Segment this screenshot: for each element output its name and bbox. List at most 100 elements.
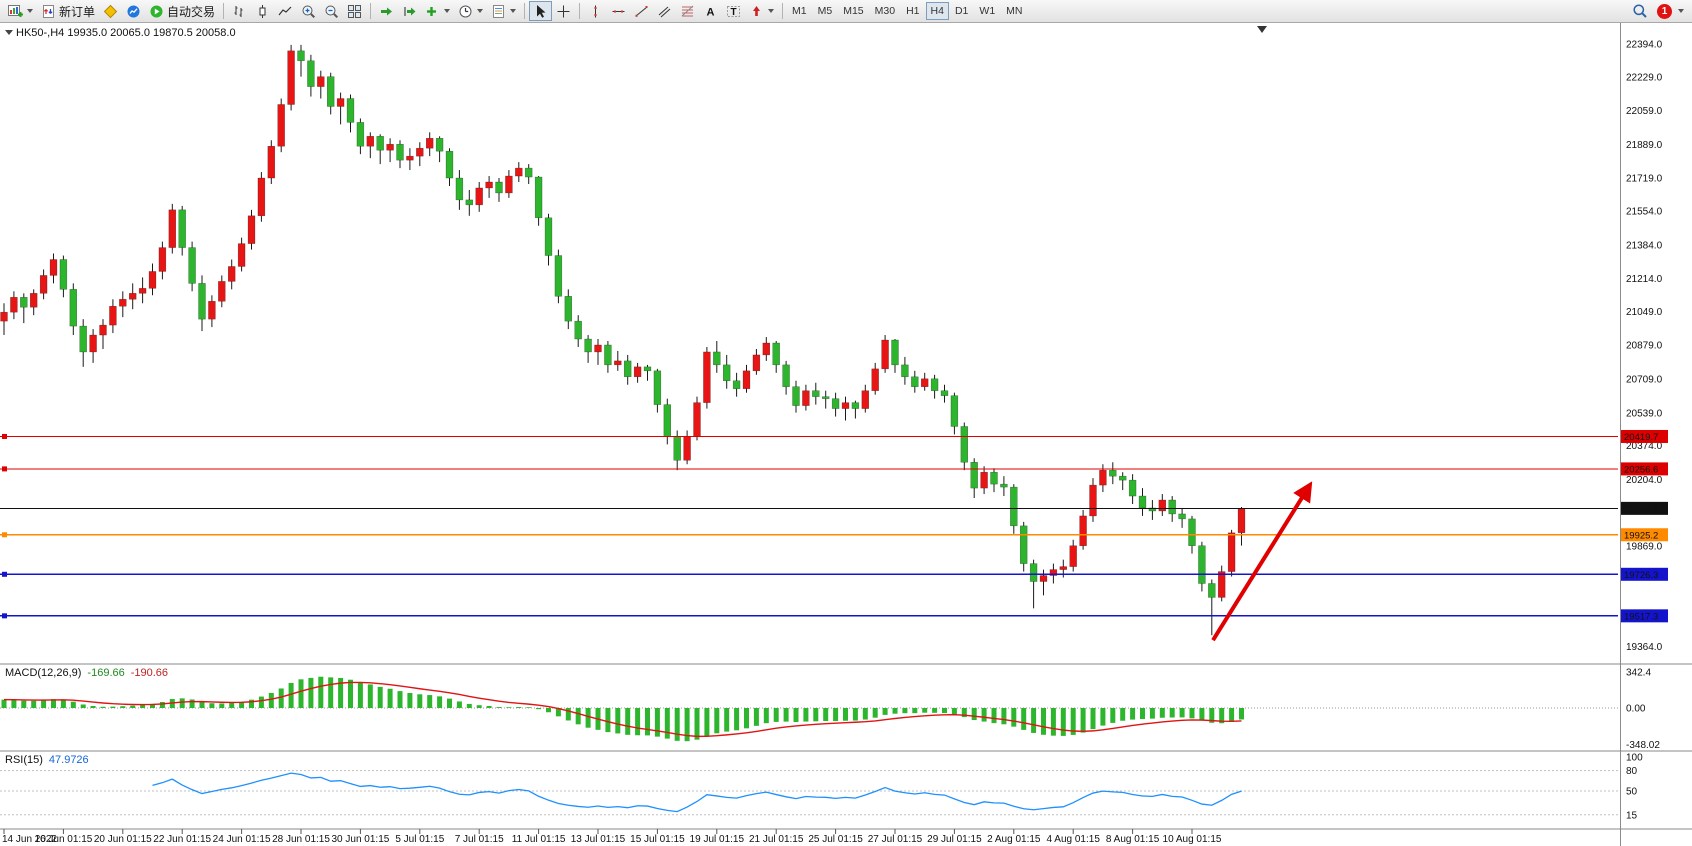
macd-bar — [605, 708, 611, 733]
candlestick-mode-button[interactable] — [251, 1, 274, 21]
fibonacci-tool-button[interactable] — [676, 1, 699, 21]
timeframe-button-d1[interactable]: D1 — [954, 5, 969, 17]
timeframe-button-m15[interactable]: M15 — [843, 5, 864, 17]
macd-bar — [932, 708, 938, 713]
new-chart-button[interactable] — [4, 1, 37, 21]
price-chart[interactable]: 22394.0 22229.0 22059.0 21889.0 21719.0 21554… — [0, 23, 1692, 846]
tile-windows-icon — [348, 4, 362, 18]
x-axis-label: 22 Jun 01:15 — [153, 834, 211, 845]
timeframe-button-m1[interactable]: M1 — [792, 5, 807, 17]
timeframe-button-h1[interactable]: H1 — [906, 5, 920, 17]
templates-button[interactable] — [487, 1, 520, 21]
macd-bar — [783, 708, 789, 722]
macd-bar — [1189, 708, 1195, 719]
market-watch-button[interactable] — [122, 1, 145, 21]
macd-bar — [1120, 708, 1126, 721]
price-line-handle[interactable] — [2, 571, 7, 577]
y-axis-label: 21719.0 — [1626, 174, 1663, 185]
notification-badge[interactable]: 1 — [1657, 3, 1672, 19]
horizontal-line-tool-button[interactable] — [607, 1, 630, 21]
bar-chart-icon — [234, 5, 243, 17]
macd-axis-label: 0.00 — [1626, 704, 1646, 715]
vertical-line-tool-button[interactable] — [584, 1, 607, 21]
timeframe-button-mn[interactable]: MN — [1006, 5, 1023, 17]
indicators-button[interactable] — [421, 1, 454, 21]
line-chart-mode-button[interactable] — [274, 1, 297, 21]
candle — [277, 104, 285, 147]
macd-bar — [654, 708, 660, 737]
chevron-down-icon — [1678, 9, 1684, 13]
macd-bar — [526, 707, 532, 708]
text-tool-button[interactable]: A — [699, 1, 722, 21]
timeframe-button-m30[interactable]: M30 — [874, 5, 896, 17]
macd-bar — [1070, 708, 1076, 735]
timeframe-button-h4[interactable]: H4 — [925, 2, 949, 20]
candle — [218, 281, 226, 302]
one-click-trading-toggle[interactable] — [5, 30, 13, 35]
timeframe-button-m5[interactable]: M5 — [817, 5, 833, 17]
arrows-tool-button[interactable] — [745, 1, 778, 21]
periods-button[interactable] — [454, 1, 487, 21]
candle — [901, 364, 909, 378]
auto-scroll-button[interactable] — [375, 1, 398, 21]
macd-bar — [1140, 708, 1145, 720]
macd-bar — [140, 705, 146, 708]
autotrading-button[interactable]: 自动交易 — [145, 1, 219, 21]
macd-bar — [31, 700, 37, 708]
candle — [1168, 499, 1176, 515]
candle — [336, 98, 345, 107]
new-order-button[interactable]: 新订单 — [37, 1, 99, 21]
candle — [445, 150, 454, 179]
search-button[interactable] — [1628, 1, 1652, 21]
candle — [861, 390, 869, 409]
candle — [693, 402, 701, 437]
candle — [663, 404, 671, 437]
channel-icon — [658, 6, 671, 17]
candle — [515, 167, 523, 177]
candle — [465, 199, 474, 206]
chevron-down-icon — [444, 9, 451, 13]
chart-shift-button[interactable] — [398, 1, 421, 21]
candle — [1128, 479, 1137, 497]
trend-arrow[interactable] — [1211, 481, 1313, 642]
price-line-handle[interactable] — [2, 433, 7, 439]
macd-bar — [951, 708, 957, 715]
trendline-tool-button[interactable] — [630, 1, 653, 21]
vertical-line-icon — [594, 5, 597, 17]
shift-marker-icon[interactable] — [1257, 26, 1267, 33]
candle — [1178, 513, 1186, 520]
macd-bar — [971, 708, 977, 721]
macd-bar — [615, 708, 621, 734]
macd-signal-line — [3, 681, 1242, 738]
macd-bar — [684, 708, 690, 742]
zoom-out-button[interactable] — [320, 1, 343, 21]
price-tag-label: 19726.3 — [1624, 570, 1658, 581]
bar-chart-mode-button[interactable] — [228, 1, 251, 21]
svg-text:T: T — [730, 7, 736, 18]
candle — [435, 138, 444, 152]
timeframe-button-w1[interactable]: W1 — [979, 5, 996, 17]
price-tag-label: 20058.0 — [1624, 504, 1658, 515]
price-line-handle[interactable] — [2, 466, 7, 472]
price-line-handle[interactable] — [2, 613, 7, 619]
candle — [109, 305, 117, 326]
cursor-tool-button[interactable] — [529, 1, 553, 21]
metaeditor-button[interactable] — [99, 1, 122, 21]
crosshair-tool-button[interactable] — [552, 1, 575, 21]
zoom-in-button[interactable] — [297, 1, 320, 21]
channel-tool-button[interactable] — [653, 1, 676, 21]
candle — [891, 339, 899, 366]
candle — [158, 247, 167, 272]
macd-bar — [367, 684, 373, 708]
macd-bar — [833, 708, 839, 722]
rsi-axis-label: 50 — [1626, 787, 1638, 798]
main-toolbar: 新订单 自动交易 — [0, 0, 1692, 23]
tile-windows-button[interactable] — [343, 1, 366, 21]
chevron-down-icon — [768, 9, 775, 13]
new-chart-icon — [8, 4, 23, 17]
price-line-handle[interactable] — [2, 532, 7, 538]
text-label-tool-button[interactable]: T — [722, 1, 745, 21]
y-axis-label: 19364.0 — [1626, 642, 1663, 653]
macd-bar — [1050, 708, 1056, 736]
candle — [99, 324, 107, 336]
